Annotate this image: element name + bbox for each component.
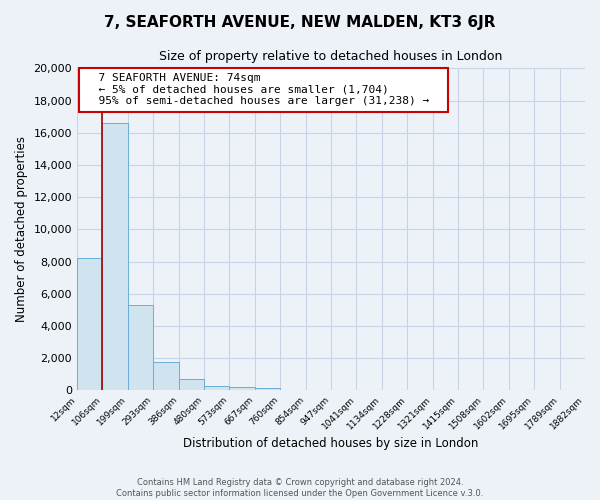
X-axis label: Distribution of detached houses by size in London: Distribution of detached houses by size … bbox=[184, 437, 479, 450]
Text: Contains HM Land Registry data © Crown copyright and database right 2024.
Contai: Contains HM Land Registry data © Crown c… bbox=[116, 478, 484, 498]
Bar bbox=[229, 387, 255, 390]
Title: Size of property relative to detached houses in London: Size of property relative to detached ho… bbox=[160, 50, 503, 63]
Bar bbox=[255, 388, 280, 390]
Bar bbox=[128, 305, 153, 390]
Bar bbox=[77, 258, 103, 390]
Bar bbox=[204, 386, 229, 390]
Bar bbox=[153, 362, 179, 390]
Y-axis label: Number of detached properties: Number of detached properties bbox=[15, 136, 28, 322]
Text: 7 SEAFORTH AVENUE: 74sqm  
  ← 5% of detached houses are smaller (1,704)  
  95%: 7 SEAFORTH AVENUE: 74sqm ← 5% of detache… bbox=[85, 73, 442, 106]
Text: 7, SEAFORTH AVENUE, NEW MALDEN, KT3 6JR: 7, SEAFORTH AVENUE, NEW MALDEN, KT3 6JR bbox=[104, 15, 496, 30]
Bar bbox=[179, 379, 204, 390]
Bar bbox=[103, 123, 128, 390]
